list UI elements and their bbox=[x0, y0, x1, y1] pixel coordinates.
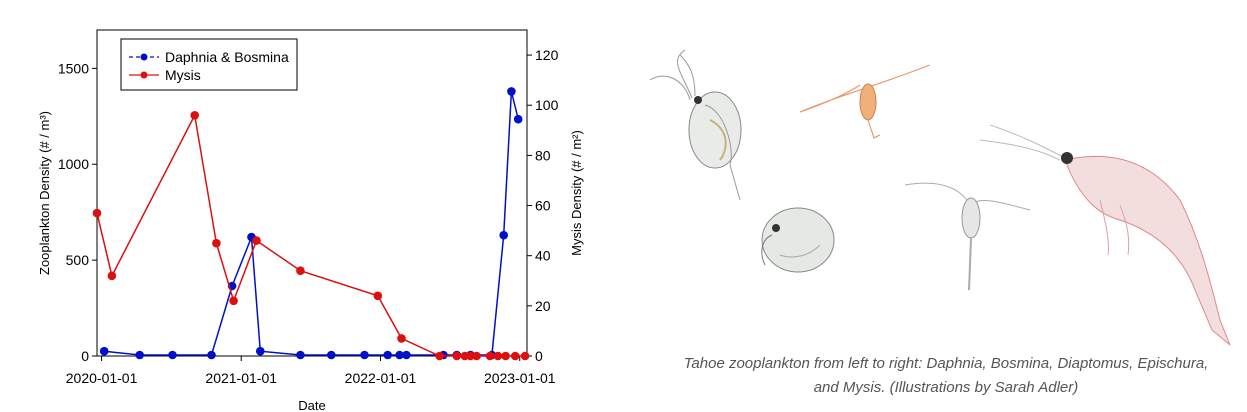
legend-marker-mysis bbox=[140, 71, 148, 79]
legend-box bbox=[120, 38, 298, 91]
zooplankton-illustrations bbox=[649, 49, 1231, 346]
data-point-daphnia bbox=[513, 114, 523, 124]
data-point-mysis bbox=[296, 266, 305, 276]
right-y-tick-label: 80 bbox=[535, 147, 551, 163]
data-point-mysis bbox=[510, 351, 520, 361]
data-point-daphnia bbox=[507, 87, 516, 96]
legend: Daphnia & Bosmina Mysis bbox=[120, 38, 298, 91]
data-point-mysis bbox=[452, 351, 462, 361]
legend-marker-daphnia bbox=[140, 53, 148, 61]
data-point-mysis bbox=[212, 238, 221, 248]
caption-line-1: Tahoe zooplankton from left to right: Da… bbox=[683, 355, 1209, 372]
data-point-mysis bbox=[485, 351, 495, 361]
data-point-daphnia bbox=[402, 350, 411, 360]
data-point-mysis bbox=[501, 351, 510, 361]
series-line-mysis bbox=[96, 112, 526, 357]
caption-line-2: and Mysis. (Illustrations by Sarah Adler… bbox=[813, 379, 1079, 396]
data-point-mysis bbox=[472, 351, 481, 361]
data-point-daphnia bbox=[255, 346, 265, 356]
y-axis-label-left: Zooplankton Density (# / m³) bbox=[37, 111, 52, 275]
x-tick-label: 2023-01-01 bbox=[484, 370, 556, 386]
plot-frame bbox=[96, 29, 528, 357]
data-point-daphnia bbox=[135, 350, 144, 360]
data-point-daphnia bbox=[499, 230, 509, 240]
data-point-daphnia bbox=[383, 350, 393, 360]
data-point-daphnia bbox=[327, 350, 336, 360]
data-point-mysis bbox=[520, 351, 530, 361]
right-y-tick-label: 120 bbox=[535, 47, 559, 63]
data-point-mysis bbox=[373, 291, 383, 301]
y-axis-label-right: Mysis Density (# / m²) bbox=[569, 130, 584, 256]
illustration-caption: Tahoe zooplankton from left to right: Da… bbox=[650, 352, 1242, 400]
legend-label-mysis: Mysis bbox=[165, 67, 201, 83]
bosmina-illustration bbox=[761, 207, 835, 273]
right-axis: 0 20 40 60 80 100 120 bbox=[527, 47, 559, 364]
x-axis: 2020-01-01 2021-01-01 2022-01-01 2023-01-01 bbox=[66, 356, 556, 386]
daphnia-illustration bbox=[649, 49, 742, 201]
legend-label-daphnia: Daphnia & Bosmina bbox=[165, 49, 289, 65]
right-y-tick-label: 100 bbox=[535, 97, 559, 113]
data-point-mysis bbox=[92, 208, 102, 218]
data-point-mysis bbox=[466, 351, 475, 361]
epischura-illustration bbox=[904, 182, 1031, 291]
left-y-tick-label: 0 bbox=[81, 348, 89, 364]
data-point-mysis bbox=[493, 351, 503, 361]
data-point-mysis bbox=[397, 334, 406, 343]
left-axis: 0 500 1000 1500 bbox=[58, 60, 97, 364]
data-point-mysis bbox=[229, 296, 238, 306]
left-y-tick-label: 500 bbox=[66, 252, 90, 268]
x-axis-label: Date bbox=[298, 398, 325, 412]
x-tick-label: 2020-01-01 bbox=[66, 370, 138, 386]
left-y-tick-label: 1000 bbox=[58, 156, 89, 172]
data-point-daphnia bbox=[207, 350, 216, 360]
right-y-tick-label: 60 bbox=[535, 198, 551, 214]
data-point-daphnia bbox=[296, 350, 305, 360]
data-point-mysis bbox=[190, 111, 199, 120]
x-tick-label: 2021-01-01 bbox=[205, 370, 277, 386]
data-point-daphnia bbox=[395, 350, 404, 360]
data-point-daphnia bbox=[360, 350, 369, 360]
series-layer bbox=[92, 87, 530, 361]
data-point-daphnia bbox=[168, 350, 177, 360]
right-y-tick-label: 20 bbox=[535, 298, 551, 314]
mysis-illustration bbox=[979, 124, 1231, 346]
series-line-daphnia bbox=[104, 91, 519, 356]
data-point-mysis bbox=[252, 236, 261, 245]
right-y-tick-label: 40 bbox=[535, 248, 551, 264]
data-point-mysis bbox=[107, 271, 117, 281]
x-tick-label: 2022-01-01 bbox=[345, 370, 417, 386]
left-y-tick-label: 1500 bbox=[58, 60, 89, 76]
data-point-daphnia bbox=[99, 346, 109, 356]
right-y-tick-label: 0 bbox=[535, 348, 543, 364]
diaptomus-illustration bbox=[799, 64, 931, 139]
data-point-mysis bbox=[435, 351, 444, 361]
